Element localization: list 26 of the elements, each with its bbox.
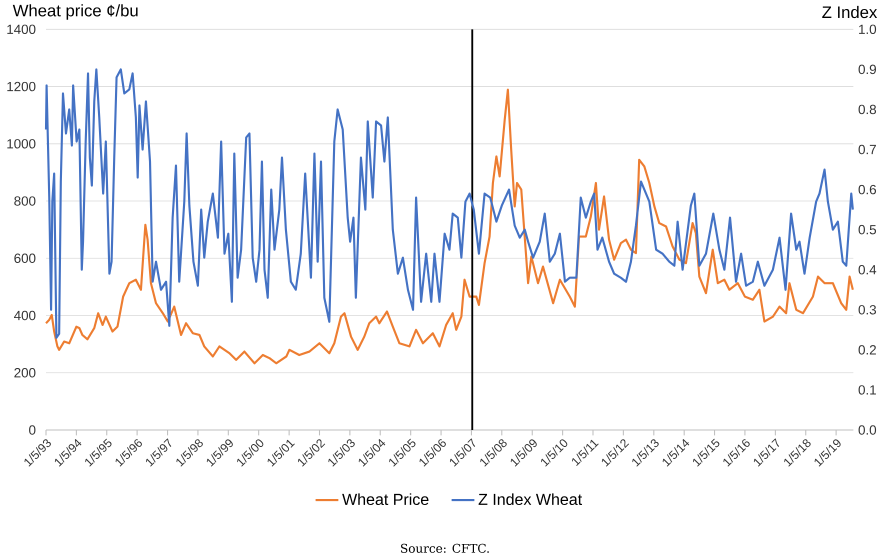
y-tick-label: 0 — [29, 425, 36, 435]
legend-label: Wheat Price — [342, 493, 428, 506]
y-tick-label: 1400 — [7, 24, 36, 34]
legend-label: Z Index Wheat — [478, 493, 582, 506]
y2-axis-title: Z Index — [822, 6, 878, 18]
y2-tick-label: 1.0 — [859, 24, 876, 34]
y-axis-title: Wheat price ¢/bu — [12, 4, 138, 20]
y2-tick-label: 0.7 — [858, 144, 876, 154]
y2-tick-label: 0.9 — [858, 64, 876, 74]
y-tick-label: 200 — [14, 368, 36, 378]
y2-tick-label: 0.1 — [858, 385, 876, 395]
y2-tick-label: 0.0 — [858, 425, 876, 435]
y2-tick-label: 0.8 — [858, 104, 876, 114]
source-note: Source: CFTC. — [401, 544, 489, 553]
y2-tick-label: 0.3 — [858, 305, 876, 314]
y2-tick-label: 0.5 — [858, 224, 876, 234]
y-tick-label: 600 — [14, 254, 36, 263]
y-tick-label: 800 — [14, 196, 36, 206]
y-tick-label: 400 — [14, 310, 36, 320]
y2-tick-label: 0.2 — [858, 345, 876, 355]
y2-tick-label: 0.4 — [858, 265, 876, 274]
line-series — [44, 68, 854, 339]
y-tick-label: 1000 — [7, 139, 36, 149]
y-tick-label: 1200 — [7, 82, 36, 92]
line-series — [44, 88, 854, 364]
y2-tick-label: 0.6 — [858, 184, 876, 194]
